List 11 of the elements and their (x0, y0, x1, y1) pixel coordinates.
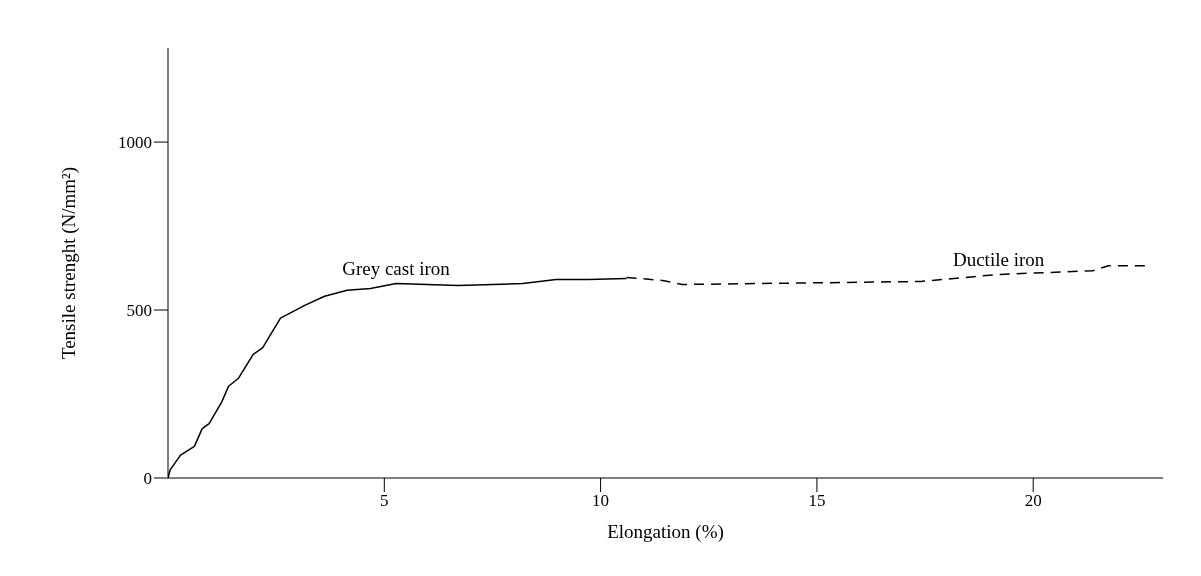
x-tick-label: 20 (1024, 491, 1042, 511)
x-tick-label: 10 (592, 491, 610, 511)
series-label: Ductile iron (952, 249, 1045, 271)
y-tick-label: 500 (126, 301, 152, 321)
series-label: Grey cast iron (342, 258, 451, 280)
x-tick-label: 5 (380, 491, 389, 511)
y-tick-label: 0 (143, 469, 152, 489)
x-axis-title: Elongation (%) (607, 521, 724, 543)
y-axis-title: Tensile strenght (N/mm²) (57, 166, 80, 360)
x-tick-label: 15 (808, 491, 826, 511)
y-tick-label: 1000 (118, 133, 152, 153)
